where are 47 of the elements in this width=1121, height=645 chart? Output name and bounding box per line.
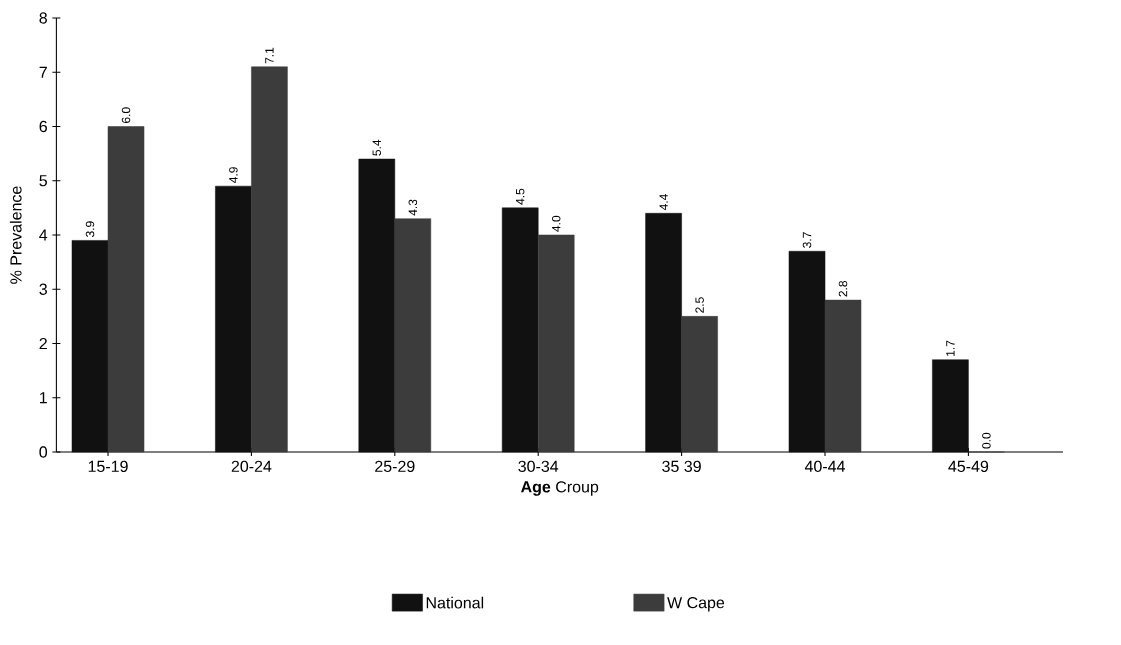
x-tick-label: 25-29 [375,460,415,473]
y-tick-label: 3 [39,283,47,295]
data-label: 2.5 [695,297,704,313]
x-tick-label: 45-49 [948,460,989,473]
y-tick-label: 8 [39,12,47,24]
data-label: 1.7 [946,340,955,356]
legend-label: W Cape [667,596,725,612]
bar [645,213,682,453]
bar [681,316,718,453]
y-tick-label: 4 [39,229,48,241]
data-label: 4.0 [551,215,561,232]
x-tick-label: 30-34 [518,460,559,473]
data-label: 0.0 [982,432,991,449]
x-tick-label: 35 39 [662,460,701,473]
y-tick-label: 0 [39,446,48,458]
bar [824,299,862,453]
bar [358,158,396,453]
x-tick-label: 15-19 [88,460,128,473]
bar [215,185,252,453]
data-label: 4.9 [229,167,238,183]
data-label: 2.8 [838,281,848,297]
bar [932,359,969,453]
x-tick-label: 20-24 [231,460,272,473]
y-tick-label: 1 [39,392,47,404]
y-tick-label: 5 [39,175,47,187]
data-label: 3.9 [85,221,95,238]
y-tick-label: 2 [39,337,47,350]
legend-label: National [426,596,484,609]
y-tick-label: 6 [39,120,47,133]
y-axis-title: % Prevalence [9,186,22,284]
x-tick-label: 40-44 [804,460,845,473]
data-label: 5.4 [372,139,381,156]
bar [107,126,145,453]
data-label: 4.3 [408,199,418,216]
data-label: 4.4 [659,194,668,211]
data-label: 7.1 [265,47,274,64]
data-label: 4.5 [516,188,525,205]
y-tick-label: 7 [39,66,47,78]
data-label: 3.7 [802,232,812,248]
bar [394,218,432,453]
bar [71,240,109,453]
data-label: 6.0 [121,107,131,123]
x-axis-title: Age Croup [520,481,599,496]
bar [501,207,539,453]
bar [537,234,575,453]
bar [788,251,826,453]
bar [251,66,288,453]
